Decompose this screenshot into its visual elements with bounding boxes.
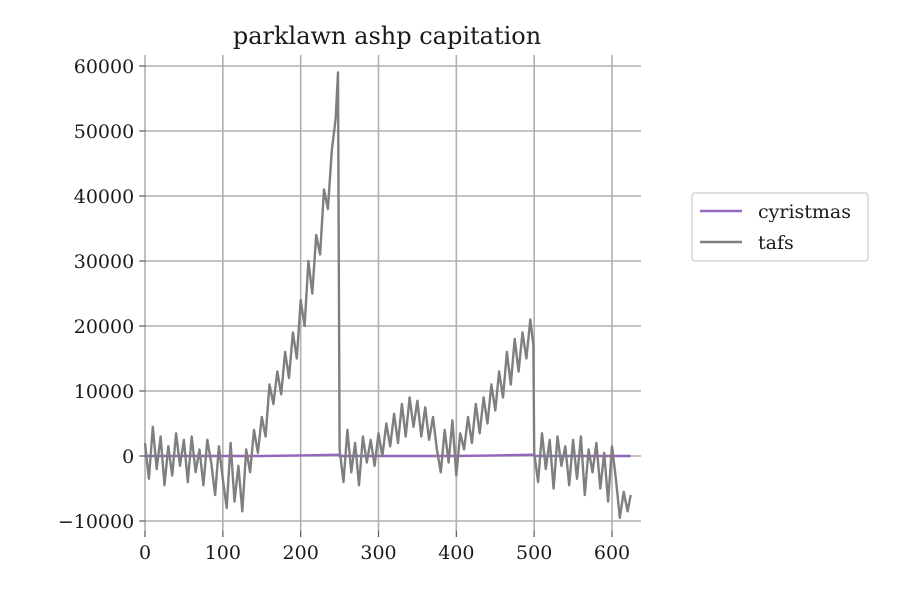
axis-ticks: 0 100 200 300 400 500 600−10000010000200003000… bbox=[58, 56, 630, 564]
series-lines bbox=[143, 71, 632, 519]
x-tick-label: 400 bbox=[438, 542, 474, 564]
x-tick-label: 300 bbox=[360, 542, 396, 564]
y-tick-label: 20000 bbox=[74, 316, 134, 338]
y-tick-label: 30000 bbox=[74, 251, 134, 273]
legend-label-cyristmas: cyristmas bbox=[758, 201, 851, 223]
chart-title: parklawn ashp capitation bbox=[233, 22, 541, 50]
legend: cyristmas tafs bbox=[691, 192, 869, 262]
legend-label-tafs: tafs bbox=[758, 232, 794, 254]
y-tick-label: 10000 bbox=[74, 381, 134, 403]
y-tick-label: −10000 bbox=[58, 511, 134, 533]
series-line-cyristmas bbox=[145, 453, 631, 458]
x-tick-label: 0 bbox=[139, 542, 151, 564]
series-line-tafs bbox=[143, 71, 632, 519]
y-tick-label: 0 bbox=[122, 446, 134, 468]
y-tick-label: 50000 bbox=[74, 121, 134, 143]
grid bbox=[144, 55, 641, 531]
x-tick-label: 500 bbox=[516, 542, 552, 564]
x-tick-label: 100 bbox=[205, 542, 241, 564]
y-tick-label: 40000 bbox=[74, 186, 134, 208]
y-tick-label: 60000 bbox=[74, 56, 134, 78]
x-tick-label: 200 bbox=[283, 542, 319, 564]
x-tick-label: 600 bbox=[594, 542, 630, 564]
